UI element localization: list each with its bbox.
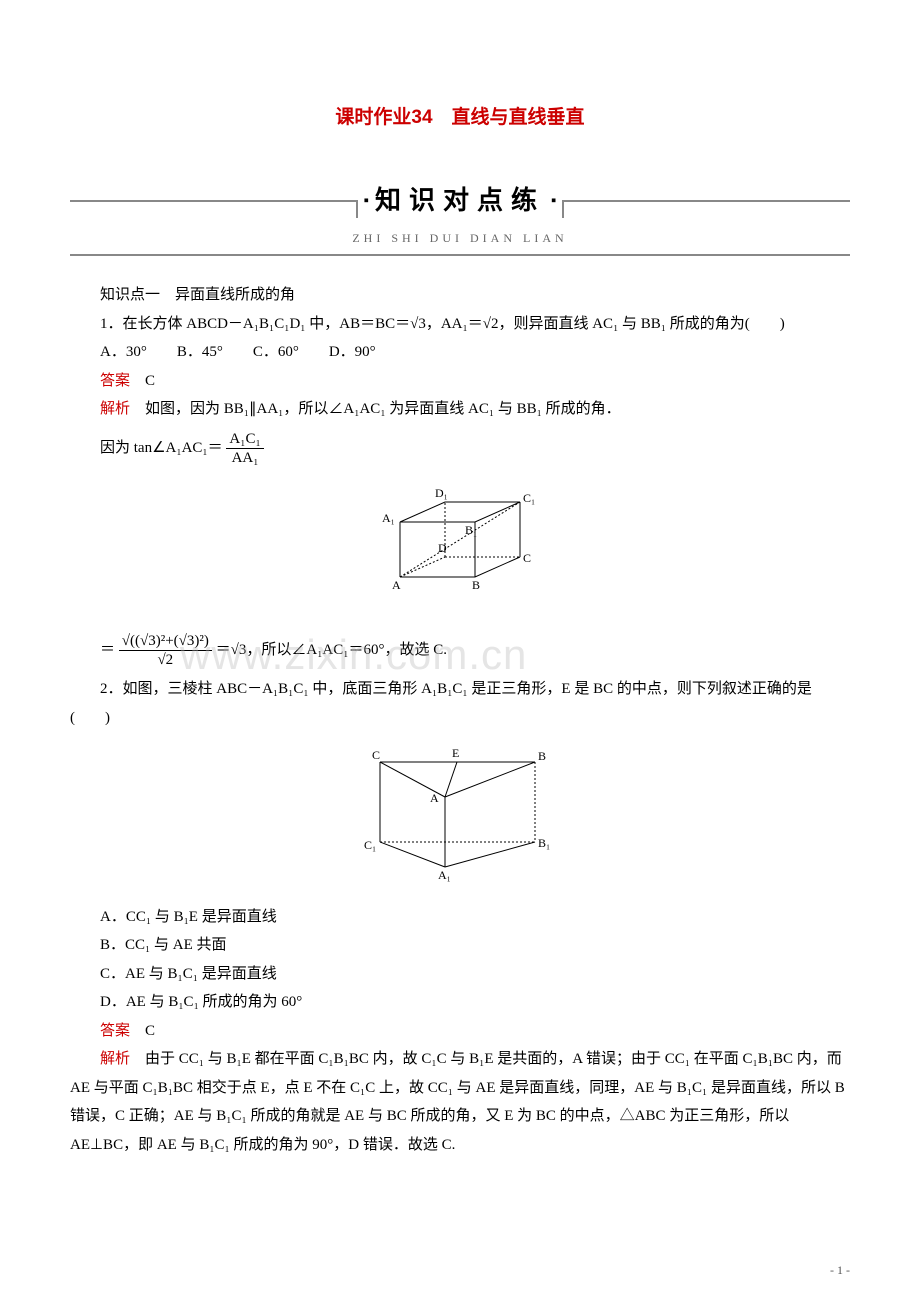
q2-optB: B．CC₁ 与 AE 共面 (70, 931, 850, 960)
q2-optD: D．AE 与 B₁C₁ 所成的角为 60° (70, 988, 850, 1017)
frac2-num: √((√3)²+(√3)²) (119, 632, 212, 651)
q1-explain-1: 解析 如图，因为 BB₁∥AA₁，所以∠A₁AC₁ 为异面直线 AC₁ 与 BB… (70, 395, 850, 424)
banner-dot-left: ▪ (364, 187, 369, 216)
page-title: 课时作业34 直线与直线垂直 (70, 100, 850, 136)
frac1-den: AA₁ (226, 449, 263, 467)
q1-explain-2-prefix: 因为 tan∠A₁AC₁＝ (100, 440, 223, 456)
q1-formula-1: 因为 tan∠A₁AC₁＝ A₁C₁ AA₁ (100, 430, 850, 467)
q1-formula-2: ＝ √((√3)²+(√3)²) √2 ＝√3，所以∠A₁AC₁＝60°，故选 … (100, 632, 850, 669)
topic-label: 知识点一 异面直线所成的角 (70, 281, 850, 310)
label-D: D (438, 541, 447, 555)
explain-label: 解析 (100, 401, 130, 417)
banner-dot-right: ▪ (551, 187, 556, 216)
q2-optA: A．CC₁ 与 B₁E 是异面直线 (70, 903, 850, 932)
q1-answer: C (145, 373, 155, 389)
q2-label-C: C (372, 748, 380, 762)
q1-answer-line: 答案 C (70, 367, 850, 396)
eq-sign: ＝ (100, 642, 115, 658)
label-C: C (523, 551, 531, 565)
banner-line-right (562, 200, 850, 202)
q2-label-A: A (430, 791, 439, 805)
q2-explain: 解析 由于 CC₁ 与 B₁E 都在平面 C₁B₁BC 内，故 C₁C 与 B₁… (70, 1045, 850, 1159)
q2-label-E: E (452, 746, 459, 760)
label-D1: D₁ (435, 486, 448, 500)
explain-label: 解析 (100, 1051, 130, 1067)
q2-label-B: B (538, 749, 546, 763)
q2-answer-line: 答案 C (70, 1017, 850, 1046)
q1-explain-3-rest: ＝√3，所以∠A₁AC₁＝60°，故选 C. (216, 642, 447, 658)
q1-stem: 1．在长方体 ABCD－A₁B₁C₁D₁ 中，AB＝BC＝√3，AA₁＝√2，则… (70, 310, 850, 339)
q2-answer: C (145, 1023, 155, 1039)
q2-figure: C E B A C₁ B₁ A₁ (70, 742, 850, 893)
q2-stem: 2．如图，三棱柱 ABC－A₁B₁C₁ 中，底面三角形 A₁B₁C₁ 是正三角形… (70, 675, 850, 732)
answer-label: 答案 (100, 1023, 130, 1039)
q2-optC: C．AE 与 B₁C₁ 是异面直线 (70, 960, 850, 989)
q2-label-A1: A₁ (438, 868, 451, 882)
label-A: A (392, 578, 401, 592)
banner-text: 知识对点练 (375, 176, 545, 225)
q1-options: A．30° B．45° C．60° D．90° (70, 338, 850, 367)
section-banner: ▪ 知识对点练 ▪ ZHI SHI DUI DIAN LIAN (70, 176, 850, 256)
label-B: B (472, 578, 480, 592)
banner-bottom (70, 254, 850, 256)
q2-explain-text: 由于 CC₁ 与 B₁E 都在平面 C₁B₁BC 内，故 C₁C 与 B₁E 是… (70, 1051, 845, 1153)
label-C1: C₁ (523, 491, 535, 505)
q2-label-B1: B₁ (538, 836, 550, 850)
q1-figure: A B C D A₁ B₁ C₁ D₁ (70, 477, 850, 623)
answer-label: 答案 (100, 373, 130, 389)
banner-pinyin: ZHI SHI DUI DIAN LIAN (70, 227, 850, 250)
q2-label-C1: C₁ (364, 838, 376, 852)
label-B1: B₁ (465, 523, 477, 537)
banner-line-left (70, 200, 358, 202)
frac1-num: A₁C₁ (226, 430, 263, 449)
page-number: - 1 - (830, 1259, 850, 1282)
q1-explain-1-text: 如图，因为 BB₁∥AA₁，所以∠A₁AC₁ 为异面直线 AC₁ 与 BB₁ 所… (145, 401, 621, 417)
label-A1: A₁ (382, 511, 395, 525)
frac2-den: √2 (119, 651, 212, 669)
